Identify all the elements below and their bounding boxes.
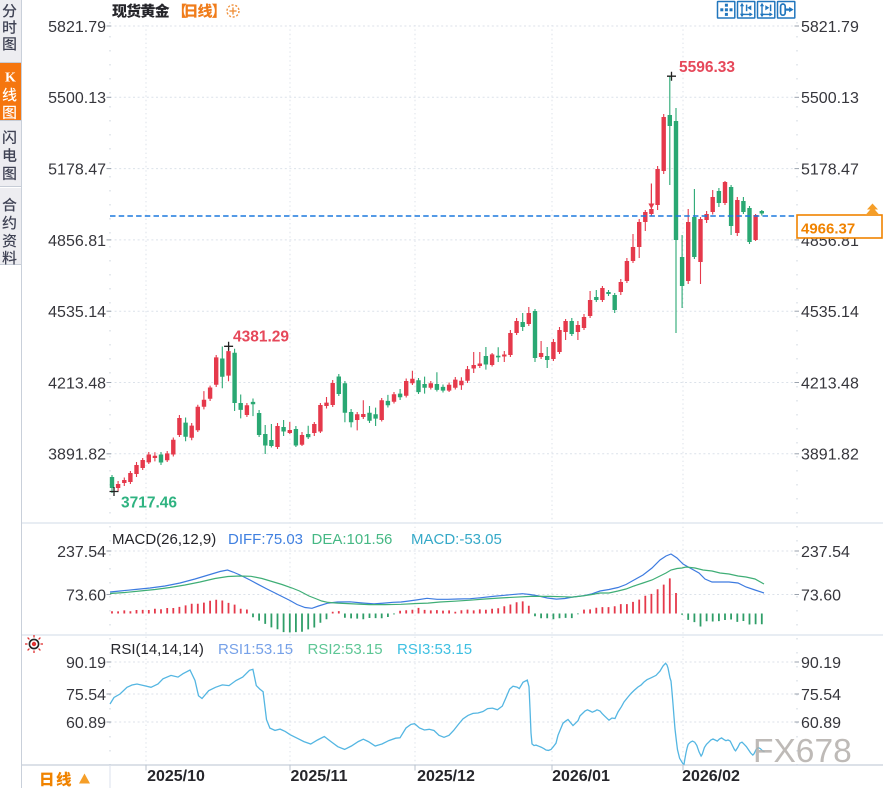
svg-text:5178.47: 5178.47 — [801, 162, 859, 179]
svg-text:RSI3:53.15: RSI3:53.15 — [397, 641, 472, 658]
svg-text:2025/12: 2025/12 — [417, 768, 475, 785]
svg-text:5821.79: 5821.79 — [48, 19, 106, 36]
svg-text:60.89: 60.89 — [66, 715, 106, 732]
svg-text:90.19: 90.19 — [66, 655, 106, 672]
svg-text:73.60: 73.60 — [801, 587, 841, 604]
svg-text:90.19: 90.19 — [801, 655, 841, 672]
svg-text:K: K — [5, 71, 16, 86]
svg-text:4966.37: 4966.37 — [801, 221, 855, 238]
svg-text:MACD(26,12,9): MACD(26,12,9) — [112, 531, 216, 548]
svg-text:4381.29: 4381.29 — [233, 329, 289, 346]
svg-text:4535.14: 4535.14 — [48, 304, 106, 321]
svg-text:75.54: 75.54 — [801, 687, 841, 704]
svg-text:5596.33: 5596.33 — [679, 59, 735, 76]
svg-text:FX678: FX678 — [753, 733, 852, 770]
svg-text:75.54: 75.54 — [66, 687, 106, 704]
svg-text:4856.81: 4856.81 — [48, 233, 106, 250]
svg-text:2026/01: 2026/01 — [552, 768, 610, 785]
svg-text:3891.82: 3891.82 — [801, 447, 859, 464]
svg-text:RSI(14,14,14): RSI(14,14,14) — [111, 641, 204, 658]
svg-text:60.89: 60.89 — [801, 715, 841, 732]
svg-text:DIFF:75.03: DIFF:75.03 — [228, 531, 303, 548]
svg-text:RSI2:53.15: RSI2:53.15 — [308, 641, 383, 658]
svg-text:3891.82: 3891.82 — [48, 447, 106, 464]
svg-text:4213.48: 4213.48 — [48, 375, 106, 392]
svg-text:5500.13: 5500.13 — [801, 90, 859, 107]
svg-text:4535.14: 4535.14 — [801, 304, 859, 321]
svg-text:5821.79: 5821.79 — [801, 19, 859, 36]
svg-text:237.54: 237.54 — [57, 544, 106, 561]
svg-text:2026/02: 2026/02 — [682, 768, 740, 785]
svg-text:RSI1:53.15: RSI1:53.15 — [218, 641, 293, 658]
svg-text:2025/10: 2025/10 — [147, 768, 205, 785]
svg-text:3717.46: 3717.46 — [121, 495, 177, 512]
svg-text:4213.48: 4213.48 — [801, 375, 859, 392]
svg-text:237.54: 237.54 — [801, 544, 850, 561]
svg-text:2025/11: 2025/11 — [291, 768, 348, 785]
svg-text:5178.47: 5178.47 — [48, 162, 106, 179]
svg-text:73.60: 73.60 — [66, 587, 106, 604]
svg-text:5500.13: 5500.13 — [48, 90, 106, 107]
svg-text:MACD:-53.05: MACD:-53.05 — [411, 531, 502, 548]
svg-text:DEA:101.56: DEA:101.56 — [312, 531, 393, 548]
